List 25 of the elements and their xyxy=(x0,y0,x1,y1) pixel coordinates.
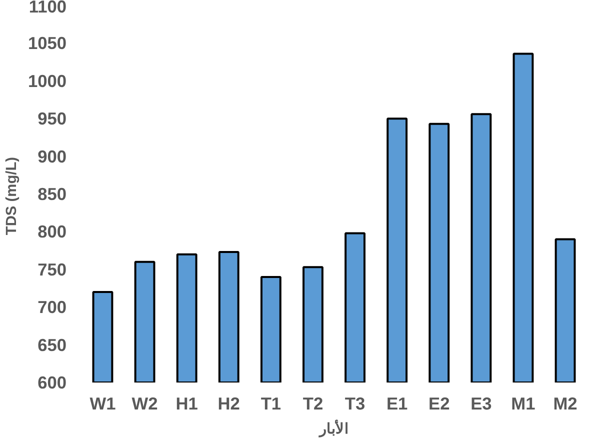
x-tick-label: E2 xyxy=(428,394,450,414)
x-tick-label: W1 xyxy=(90,394,116,414)
x-tick-label: M1 xyxy=(511,394,536,414)
x-tick-label: W2 xyxy=(132,394,158,414)
y-tick-label: 900 xyxy=(38,146,67,166)
x-tick-label: E1 xyxy=(386,394,408,414)
x-tick-label: M2 xyxy=(553,394,578,414)
y-tick-label: 700 xyxy=(38,297,67,318)
y-tick-label: 1050 xyxy=(28,33,67,54)
y-tick-label: 800 xyxy=(38,222,67,242)
x-tick-label: H2 xyxy=(218,394,240,414)
x-tick-label: E3 xyxy=(470,394,492,414)
y-tick-label: 1100 xyxy=(28,0,66,16)
y-tick-label: 750 xyxy=(38,259,67,280)
y-tick-label: 600 xyxy=(38,372,67,392)
y-tick-label: 950 xyxy=(38,108,67,129)
x-tick-label: T3 xyxy=(344,394,366,414)
x-axis-title: الأبار xyxy=(318,418,348,438)
x-tick-label: H1 xyxy=(176,394,198,414)
x-tick-label: T2 xyxy=(302,394,324,414)
y-tick-label: 1000 xyxy=(28,70,67,91)
y-axis-title: TDS (mg/L) xyxy=(4,156,20,236)
x-tick-label: T1 xyxy=(260,394,282,414)
y-tick-label: 850 xyxy=(38,184,67,204)
y-tick-label: 650 xyxy=(38,334,67,355)
